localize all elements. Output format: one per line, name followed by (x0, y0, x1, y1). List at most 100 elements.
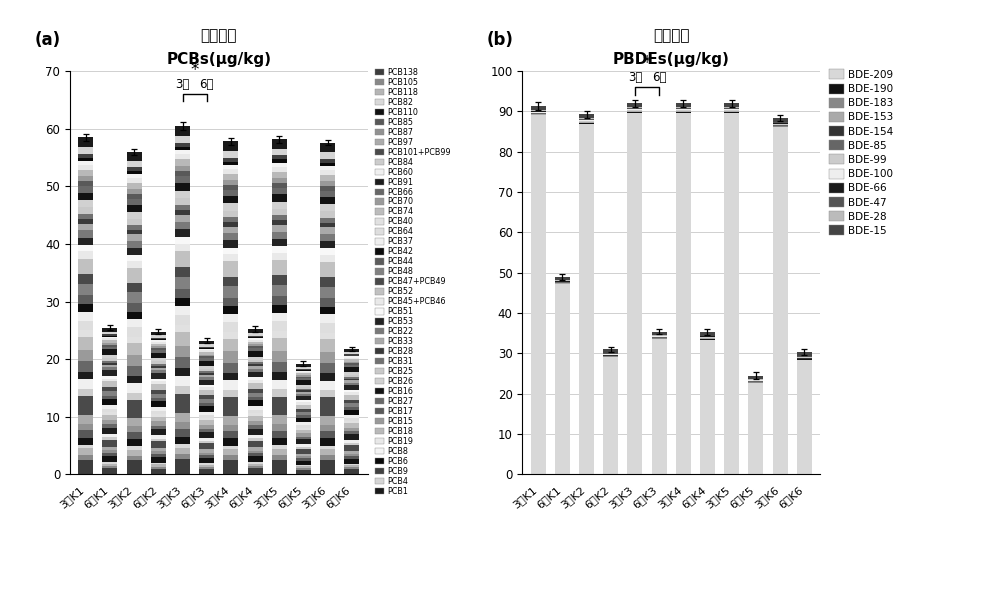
Text: (a): (a) (34, 31, 60, 49)
Bar (344, 439, 359, 443)
Bar (199, 375, 214, 377)
Bar (127, 234, 142, 241)
Bar (223, 363, 238, 373)
Bar (78, 165, 93, 170)
Bar (127, 241, 142, 248)
Bar (272, 331, 287, 337)
Text: *: * (190, 61, 199, 79)
Bar (248, 380, 263, 383)
Bar (320, 142, 335, 152)
Bar (151, 394, 166, 398)
Bar (320, 323, 335, 333)
Bar (102, 462, 117, 464)
Bar (296, 403, 311, 404)
Bar (78, 330, 93, 337)
Bar (296, 370, 311, 371)
Bar (127, 426, 142, 432)
Bar (175, 386, 190, 394)
Bar (296, 444, 311, 447)
Bar (223, 240, 238, 248)
Bar (151, 339, 166, 340)
Bar (102, 331, 117, 334)
Bar (127, 447, 142, 449)
Bar (344, 415, 359, 418)
Bar (320, 397, 335, 416)
Bar (320, 438, 335, 445)
Bar (199, 429, 214, 432)
Bar (127, 432, 142, 439)
Bar (223, 445, 238, 449)
Bar (199, 455, 214, 458)
Bar (296, 468, 311, 470)
Bar (223, 165, 238, 169)
Bar (320, 425, 335, 431)
Bar (102, 405, 117, 409)
Bar (272, 448, 287, 455)
Bar (199, 390, 214, 396)
Bar (320, 277, 335, 287)
Bar (272, 225, 287, 232)
Bar (344, 407, 359, 410)
Bar (320, 455, 335, 460)
Bar (344, 349, 359, 352)
Bar (272, 239, 287, 246)
Bar (272, 195, 287, 202)
Bar (579, 118, 594, 119)
Bar (344, 379, 359, 381)
Bar (223, 222, 238, 227)
Bar (199, 361, 214, 366)
Bar (320, 158, 335, 162)
Bar (320, 186, 335, 190)
Bar (296, 375, 311, 377)
Bar (199, 469, 214, 474)
Bar (223, 217, 238, 222)
Bar (78, 251, 93, 259)
Bar (102, 355, 117, 358)
Bar (151, 463, 166, 464)
Bar (175, 150, 190, 154)
Bar (272, 397, 287, 415)
Bar (78, 361, 93, 372)
Bar (296, 422, 311, 425)
Bar (272, 313, 287, 321)
Bar (199, 341, 214, 345)
Bar (248, 451, 263, 454)
Bar (175, 143, 190, 147)
Bar (344, 381, 359, 382)
Bar (223, 151, 238, 158)
Bar (78, 431, 93, 438)
Bar (248, 333, 263, 336)
Bar (78, 259, 93, 274)
Bar (272, 425, 287, 431)
Bar (344, 465, 359, 467)
Bar (344, 375, 359, 377)
Bar (296, 378, 311, 380)
Bar (199, 380, 214, 385)
Bar (272, 202, 287, 209)
Bar (320, 287, 335, 298)
Bar (344, 362, 359, 364)
Bar (296, 447, 311, 449)
Bar (248, 378, 263, 380)
Bar (199, 399, 214, 403)
Bar (175, 278, 190, 289)
Bar (223, 460, 238, 474)
Bar (199, 432, 214, 438)
Bar (102, 468, 117, 474)
Bar (344, 356, 359, 358)
Bar (175, 459, 190, 474)
Bar (272, 372, 287, 380)
Text: PCBs(μg/kg): PCBs(μg/kg) (166, 52, 271, 67)
Bar (175, 306, 190, 315)
Bar (102, 456, 117, 462)
Bar (272, 220, 287, 225)
Bar (531, 110, 546, 111)
Text: 6月: 6月 (199, 78, 214, 91)
Bar (151, 366, 166, 368)
Bar (175, 147, 190, 150)
Bar (223, 332, 238, 339)
Bar (199, 420, 214, 425)
Bar (320, 152, 335, 158)
Bar (248, 429, 263, 435)
Bar (223, 286, 238, 298)
